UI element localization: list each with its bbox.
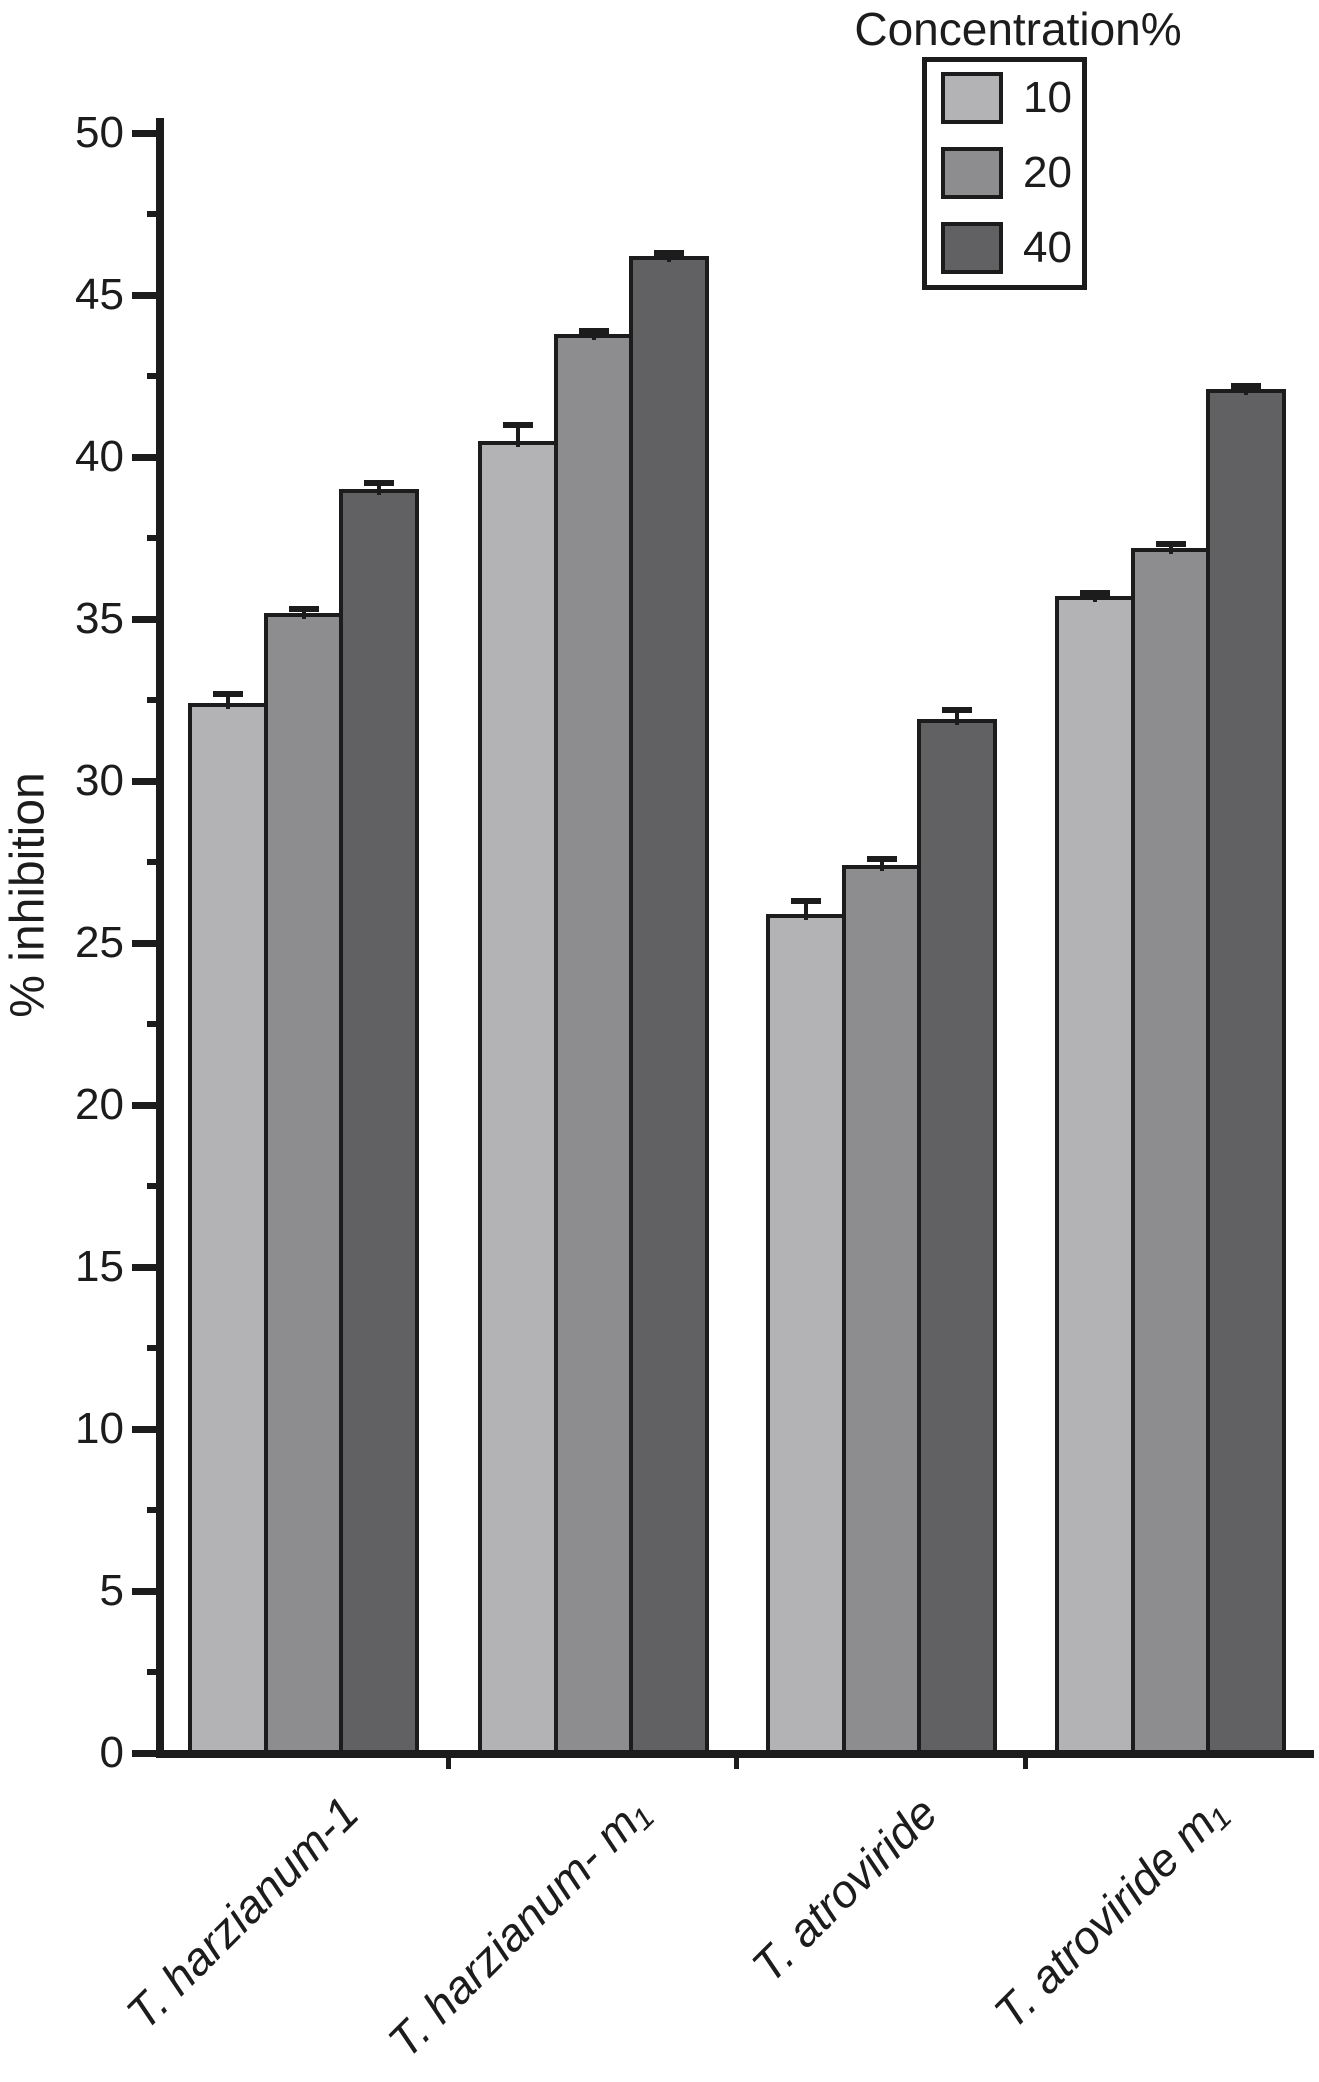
y-tick-label: 25 <box>75 918 124 967</box>
legend-title: Concentration% <box>854 3 1182 55</box>
y-major-tick <box>132 129 162 137</box>
y-tick-label: 10 <box>75 1404 124 1453</box>
bar-20-2 <box>841 865 922 1757</box>
y-tick-label: 35 <box>75 594 124 643</box>
error-bar-stem <box>225 693 230 710</box>
error-bar-cap <box>288 606 319 613</box>
x-boundary-tick <box>1022 1752 1028 1769</box>
y-minor-tick <box>147 1021 162 1027</box>
y-tick-label: 15 <box>75 1242 124 1291</box>
y-major-tick <box>132 291 162 299</box>
bar-20-3 <box>1130 547 1211 1757</box>
error-bar-cap <box>942 706 973 713</box>
bar-40-0 <box>339 489 420 1757</box>
error-bar-stem <box>879 858 884 872</box>
bar-40-2 <box>917 719 998 1757</box>
error-bar-stem <box>1168 544 1173 554</box>
error-bar-stem <box>377 482 382 496</box>
y-major-tick <box>132 615 162 623</box>
error-bar-cap <box>212 690 243 697</box>
legend-swatch-20 <box>941 147 1003 199</box>
legend-swatch-40 <box>941 222 1003 274</box>
legend-entry-label: 10 <box>1023 73 1072 122</box>
legend-entry-label: 40 <box>1023 223 1072 272</box>
x-category-label: T. atroviride m₁ <box>984 1786 1237 2039</box>
y-tick-label: 0 <box>99 1728 124 1777</box>
y-tick-label: 45 <box>75 270 124 319</box>
y-minor-tick <box>147 1183 162 1189</box>
error-bar-stem <box>803 900 808 920</box>
bar-10-3 <box>1055 596 1135 1757</box>
y-minor-tick <box>147 1507 162 1513</box>
y-tick-label: 40 <box>75 432 124 481</box>
error-bar-stem <box>667 252 672 263</box>
bar-40-1 <box>629 256 710 1757</box>
x-boundary-tick <box>445 1752 451 1769</box>
error-bar-cap <box>1155 541 1186 548</box>
error-bar-cap <box>578 327 609 334</box>
y-minor-tick <box>147 373 162 379</box>
error-bar-cap <box>502 421 533 428</box>
y-major-tick <box>132 1101 162 1109</box>
y-major-tick <box>132 1749 162 1757</box>
x-category-label: T. harzianum-1 <box>116 1786 370 2040</box>
error-bar-stem <box>591 330 596 340</box>
bar-20-1 <box>553 333 634 1757</box>
error-bar-cap <box>1231 382 1262 389</box>
y-major-tick <box>132 453 162 461</box>
y-minor-tick <box>147 1669 162 1675</box>
bar-40-3 <box>1206 388 1287 1757</box>
bar-20-0 <box>263 612 344 1757</box>
y-major-tick <box>132 939 162 947</box>
bar-10-0 <box>188 703 268 1757</box>
x-boundary-tick <box>733 1752 739 1769</box>
error-bar-cap <box>866 855 897 862</box>
y-minor-tick <box>147 697 162 703</box>
legend-swatch-10 <box>941 72 1003 124</box>
y-axis-title: % inhibition <box>1 772 55 1018</box>
y-tick-label: 50 <box>75 108 124 157</box>
error-bar-stem <box>301 609 306 619</box>
error-bar-stem <box>515 424 520 447</box>
error-bar-cap <box>364 479 395 486</box>
y-tick-label: 30 <box>75 756 124 805</box>
legend-box: 10 20 40 <box>922 57 1087 290</box>
bar-10-1 <box>478 440 558 1757</box>
y-minor-tick <box>147 859 162 865</box>
bar-10-2 <box>766 913 846 1757</box>
y-major-tick <box>132 1263 162 1271</box>
y-axis-line <box>156 118 164 1758</box>
legend-entry-label: 20 <box>1023 148 1072 197</box>
y-minor-tick <box>147 535 162 541</box>
error-bar-stem <box>955 709 960 726</box>
error-bar-cap <box>654 249 685 256</box>
y-major-tick <box>132 1425 162 1433</box>
error-bar-cap <box>790 897 821 904</box>
y-minor-tick <box>147 1345 162 1351</box>
error-bar-stem <box>1244 385 1249 395</box>
y-minor-tick <box>147 211 162 217</box>
error-bar-cap <box>1079 590 1110 597</box>
x-category-label: T. harzianum- m₁ <box>378 1786 660 2068</box>
x-category-label: T. atroviride <box>741 1786 948 1993</box>
error-bar-stem <box>1092 593 1097 603</box>
y-tick-label: 20 <box>75 1080 124 1129</box>
y-tick-label: 5 <box>99 1566 124 1615</box>
y-major-tick <box>132 1587 162 1595</box>
y-major-tick <box>132 777 162 785</box>
